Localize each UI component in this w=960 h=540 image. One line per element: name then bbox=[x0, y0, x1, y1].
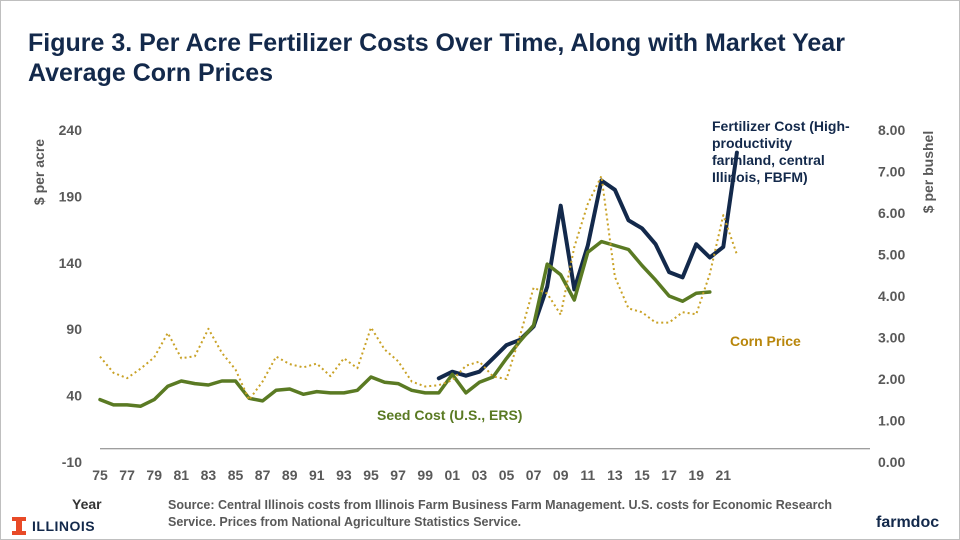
x-tick-label: 91 bbox=[309, 467, 325, 483]
x-tick-label: 87 bbox=[255, 467, 271, 483]
y-right-tick-label: 1.00 bbox=[878, 413, 905, 429]
fertilizer-annotation: Fertilizer Cost (High-productivity farmla… bbox=[712, 118, 850, 185]
y-right-tick-label: 3.00 bbox=[878, 330, 905, 346]
logo-wordmark: ILLINOIS bbox=[32, 518, 96, 534]
x-tick-label: 75 bbox=[92, 467, 108, 483]
y-right-tick-label: 2.00 bbox=[878, 371, 905, 387]
x-tick-label: 13 bbox=[607, 467, 623, 483]
x-tick-label: 11 bbox=[580, 467, 595, 483]
fertilizer-cost-line bbox=[436, 150, 739, 381]
corn-price-annotation: Corn Price bbox=[730, 333, 801, 349]
y-left-tick-label: 140 bbox=[59, 255, 83, 271]
x-tick-label: 01 bbox=[445, 467, 461, 483]
x-tick-label: 89 bbox=[282, 467, 298, 483]
x-tick-label: 99 bbox=[417, 467, 433, 483]
y-left-axis-title: $ per acre bbox=[31, 139, 47, 205]
x-tick-label: 97 bbox=[390, 467, 406, 483]
y-left-tick-label: 40 bbox=[66, 388, 82, 404]
x-tick-label: 07 bbox=[526, 467, 542, 483]
x-axis-caption: Year bbox=[72, 496, 102, 512]
chart-title: Figure 3. Per Acre Fertilizer Costs Over… bbox=[28, 29, 845, 87]
x-tick-label: 15 bbox=[634, 467, 650, 483]
y-left-tick-label: 240 bbox=[59, 122, 83, 138]
y-left-tick-label: 90 bbox=[66, 321, 82, 337]
x-tick-label: 77 bbox=[119, 467, 135, 483]
y-right-tick-label: 7.00 bbox=[878, 164, 905, 180]
y-right-tick-label: 0.00 bbox=[878, 454, 905, 470]
block-i-icon bbox=[12, 517, 26, 535]
y-right-tick-label: 4.00 bbox=[878, 288, 905, 304]
y-left-tick-label: -10 bbox=[62, 454, 82, 470]
x-tick-label: 83 bbox=[201, 467, 217, 483]
x-tick-label: 93 bbox=[336, 467, 352, 483]
y-right-tick-label: 8.00 bbox=[878, 122, 905, 138]
seed-cost-annotation: Seed Cost (U.S., ERS) bbox=[377, 407, 522, 423]
x-tick-label: 17 bbox=[661, 467, 677, 483]
source-note: Source: Central Illinois costs from Illi… bbox=[168, 498, 833, 529]
y-right-tick-label: 5.00 bbox=[878, 247, 905, 263]
x-tick-label: 05 bbox=[499, 467, 515, 483]
y-right-axis-title: $ per bushel bbox=[920, 131, 936, 213]
x-tick-label: 95 bbox=[363, 467, 379, 483]
x-tick-label: 21 bbox=[716, 467, 732, 483]
x-tick-label: 19 bbox=[688, 467, 704, 483]
x-tick-label: 81 bbox=[174, 467, 190, 483]
x-tick-label: 03 bbox=[472, 467, 488, 483]
brand-name: farmdoc bbox=[876, 514, 940, 531]
x-tick-label: 85 bbox=[228, 467, 244, 483]
x-tick-label: 79 bbox=[146, 467, 162, 483]
seed-cost-line bbox=[98, 239, 712, 408]
illinois-logo: ILLINOIS bbox=[12, 517, 95, 535]
corn-price-line bbox=[99, 175, 738, 401]
x-tick-label: 09 bbox=[553, 467, 569, 483]
y-right-tick-label: 6.00 bbox=[878, 205, 905, 221]
y-left-tick-label: 190 bbox=[59, 188, 83, 204]
